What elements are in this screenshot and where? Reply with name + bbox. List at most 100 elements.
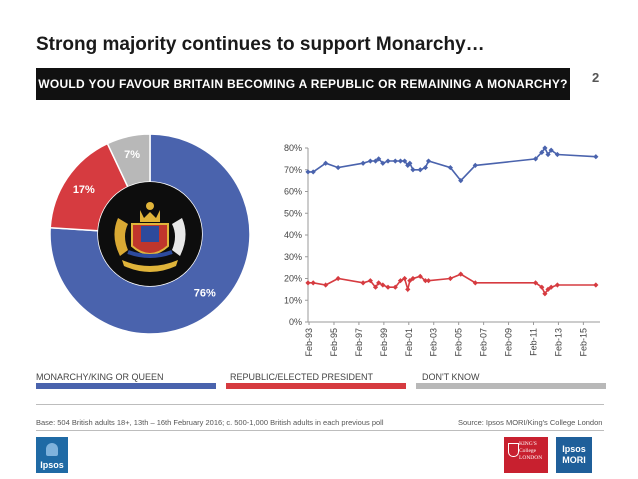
legend-republic-label: REPUBLIC/ELECTED PRESIDENT (230, 372, 374, 382)
footer-divider-bottom (36, 430, 604, 431)
mori-logo-text: Ipsos MORI (556, 444, 592, 466)
x-tick-label: Feb-15 (578, 328, 588, 357)
data-point-monarchy (539, 149, 545, 155)
data-point-monarchy (593, 154, 599, 160)
data-point-republic (335, 275, 341, 282)
data-point-republic (472, 280, 478, 286)
x-tick-label: Feb-99 (379, 328, 389, 357)
data-point-monarchy (548, 147, 554, 153)
data-point-monarchy (458, 178, 464, 184)
kings-shield-icon (508, 443, 519, 457)
ipsos-logo: Ipsos (36, 437, 68, 473)
data-point-monarchy (360, 160, 366, 166)
base-note: Base: 504 British adults 18+, 13th – 16t… (36, 418, 384, 427)
legend-dont-know-label: DON'T KNOW (422, 372, 480, 382)
legend-monarchy-bar (36, 383, 216, 389)
x-tick-label: Feb-11 (528, 328, 538, 356)
data-point-monarchy (417, 167, 423, 173)
data-point-republic (402, 275, 408, 282)
kings-line-1: KING'S (519, 441, 537, 447)
data-point-republic (305, 280, 311, 286)
y-tick-label: 50% (284, 208, 302, 218)
source-note: Source: Ipsos MORI/King's College London (458, 418, 603, 427)
data-point-monarchy (545, 151, 551, 158)
x-tick-label: Feb-97 (354, 328, 364, 357)
data-point-republic (405, 286, 411, 292)
data-point-republic (376, 280, 382, 286)
mori-line-2: MORI (562, 455, 586, 465)
y-tick-label: 0% (289, 317, 302, 327)
data-point-republic (539, 284, 545, 290)
data-point-republic (545, 286, 551, 292)
donut-chart: 76% 17% 7% (49, 133, 251, 335)
donut-label-dont-know: 7% (124, 149, 140, 161)
data-point-republic (425, 278, 432, 284)
data-point-republic (410, 275, 416, 282)
slide-title: Strong majority continues to support Mon… (36, 34, 485, 55)
y-tick-label: 20% (284, 274, 302, 284)
series-line-republic (308, 273, 596, 296)
data-point-monarchy (385, 158, 391, 164)
data-point-monarchy (422, 164, 429, 171)
data-point-monarchy (310, 169, 316, 175)
data-point-monarchy (447, 164, 453, 171)
legend-monarchy-label: MONARCHY/KING OR QUEEN (36, 372, 164, 382)
data-point-monarchy (372, 158, 379, 164)
y-tick-label: 30% (284, 252, 302, 262)
legend-republic-bar (226, 383, 406, 389)
y-tick-label: 40% (284, 230, 302, 240)
x-tick-label: Feb-09 (504, 328, 514, 357)
footer-divider-top (36, 404, 604, 405)
x-tick-label: Feb-93 (304, 328, 314, 357)
donut-label-monarchy: 76% (194, 287, 216, 299)
data-point-monarchy (392, 158, 398, 164)
x-tick-label: Feb-05 (454, 328, 464, 357)
data-point-monarchy (402, 158, 408, 164)
ipsos-mori-logo: Ipsos MORI (556, 437, 592, 473)
data-point-monarchy (367, 158, 373, 164)
kings-logo-text: KING'S College LONDON (519, 441, 542, 462)
data-point-republic (407, 278, 413, 284)
donut-label-republic: 17% (73, 184, 95, 196)
data-point-republic (593, 282, 599, 288)
question-text: WOULD YOU FAVOUR BRITAIN BECOMING A REPU… (38, 77, 568, 91)
data-point-monarchy (405, 162, 411, 168)
data-point-monarchy (554, 151, 560, 158)
question-banner: WOULD YOU FAVOUR BRITAIN BECOMING A REPU… (36, 68, 570, 100)
ipsos-pin-icon (46, 443, 58, 456)
x-tick-label: Feb-95 (329, 328, 339, 357)
x-tick-label: Feb-03 (429, 328, 439, 357)
data-point-monarchy (407, 160, 413, 166)
line-chart: 0% 10% 20% 30% 40% 50% 60% 70% 80% Feb-93 Feb-95 Fe… (284, 143, 600, 357)
data-point-monarchy (410, 167, 416, 173)
kings-line-3: LONDON (519, 455, 543, 461)
kings-college-logo: KING'S College LONDON (504, 437, 548, 473)
data-point-monarchy (532, 156, 539, 162)
data-point-republic (310, 280, 316, 286)
y-tick-label: 70% (284, 165, 302, 175)
data-point-monarchy (425, 158, 432, 164)
data-point-republic (542, 291, 548, 297)
data-point-republic (360, 280, 366, 286)
y-tick-label: 60% (284, 187, 302, 197)
data-point-monarchy (305, 169, 311, 175)
data-point-republic (385, 284, 391, 290)
x-tick-label: Feb-07 (479, 328, 489, 357)
mori-line-1: Ipsos (562, 444, 586, 454)
page-number: 2 (592, 70, 600, 85)
series-line-monarchy (308, 146, 596, 182)
legend-dont-know-bar (416, 383, 606, 389)
data-point-republic (532, 280, 539, 286)
x-tick-label: Feb-01 (404, 328, 414, 357)
ipsos-logo-text: Ipsos (40, 460, 64, 470)
data-point-republic (548, 284, 554, 290)
data-point-republic (554, 282, 560, 288)
data-point-republic (447, 275, 453, 282)
x-tick-label: Feb-13 (553, 328, 563, 357)
data-point-monarchy (472, 162, 478, 168)
y-tick-label: 80% (284, 143, 302, 153)
data-point-monarchy (335, 164, 341, 171)
y-tick-label: 10% (284, 295, 302, 305)
data-point-monarchy (542, 145, 548, 151)
kings-line-2: College (519, 448, 537, 454)
